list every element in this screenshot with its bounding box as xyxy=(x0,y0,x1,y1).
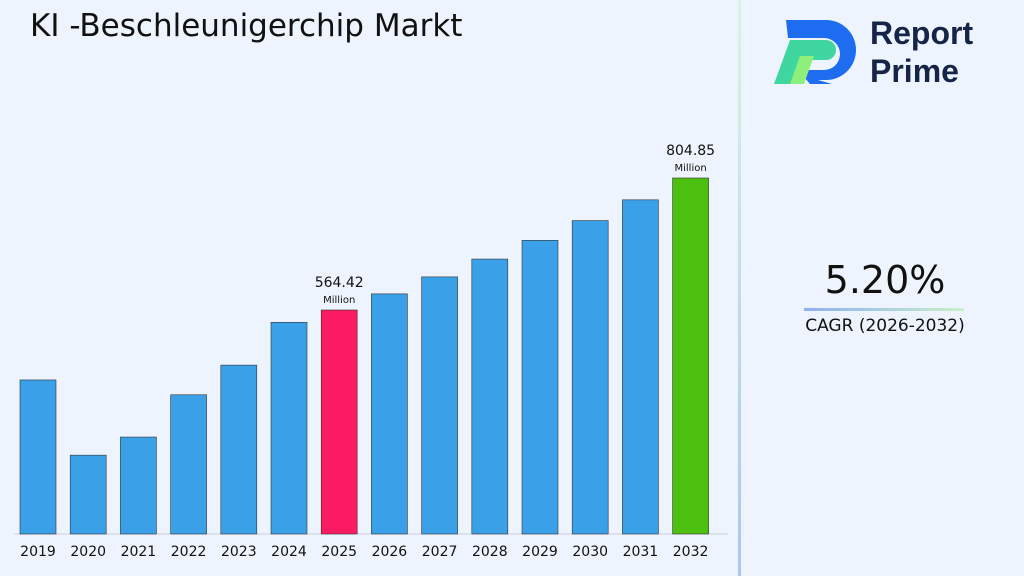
bar-chart: 2019 2020 2021 2022 2023 2024 2025 2026 2027 2028… xyxy=(14,143,728,560)
bar-2026 xyxy=(371,293,408,535)
x-tick-2031: 2031 xyxy=(623,544,659,560)
logo-line2: Prime xyxy=(870,53,959,89)
bar-2025 xyxy=(320,309,358,535)
bar-2031 xyxy=(622,199,659,535)
bar-2021 xyxy=(120,436,157,535)
x-tick-2026: 2026 xyxy=(372,544,408,560)
x-tick-2021: 2021 xyxy=(121,544,157,560)
x-tick-2019: 2019 xyxy=(20,544,56,560)
bar-2020 xyxy=(69,454,107,535)
x-tick-2028: 2028 xyxy=(472,544,508,560)
bar-2019 xyxy=(19,379,57,535)
x-tick-2020: 2020 xyxy=(70,544,106,560)
x-tick-2027: 2027 xyxy=(422,544,458,560)
bar-2027 xyxy=(421,276,458,535)
x-tick-2025: 2025 xyxy=(321,544,357,560)
report-prime-logo-icon xyxy=(774,20,856,84)
x-tick-2024: 2024 xyxy=(271,544,307,560)
bar-2024 xyxy=(270,322,308,535)
x-tick-2030: 2030 xyxy=(572,544,608,560)
bar-2023 xyxy=(220,364,258,535)
x-tick-2023: 2023 xyxy=(221,544,257,560)
x-tick-2032: 2032 xyxy=(673,544,709,560)
bar-2030 xyxy=(571,220,609,535)
bar-2028 xyxy=(471,258,509,535)
bar-2022 xyxy=(170,394,207,535)
cagr-underline xyxy=(804,308,964,311)
divider xyxy=(738,0,741,576)
logo-text: Report Prime xyxy=(870,14,973,90)
logo-line1: Report xyxy=(870,15,974,51)
chart-title: KI -Beschleunigerchip Markt xyxy=(30,8,463,44)
bar-2029 xyxy=(521,240,559,535)
cagr-label: CAGR (2026-2032) xyxy=(805,316,965,336)
x-tick-2029: 2029 xyxy=(522,544,558,560)
cagr-value: 5.20% xyxy=(824,258,946,302)
data-label-unit: Million xyxy=(323,295,355,306)
data-label-value: 564.42 xyxy=(315,275,364,291)
bar-2032 xyxy=(672,177,709,535)
data-label-unit: Million xyxy=(674,163,706,174)
x-tick-2022: 2022 xyxy=(171,544,207,560)
data-label-value: 804.85 xyxy=(666,143,715,159)
